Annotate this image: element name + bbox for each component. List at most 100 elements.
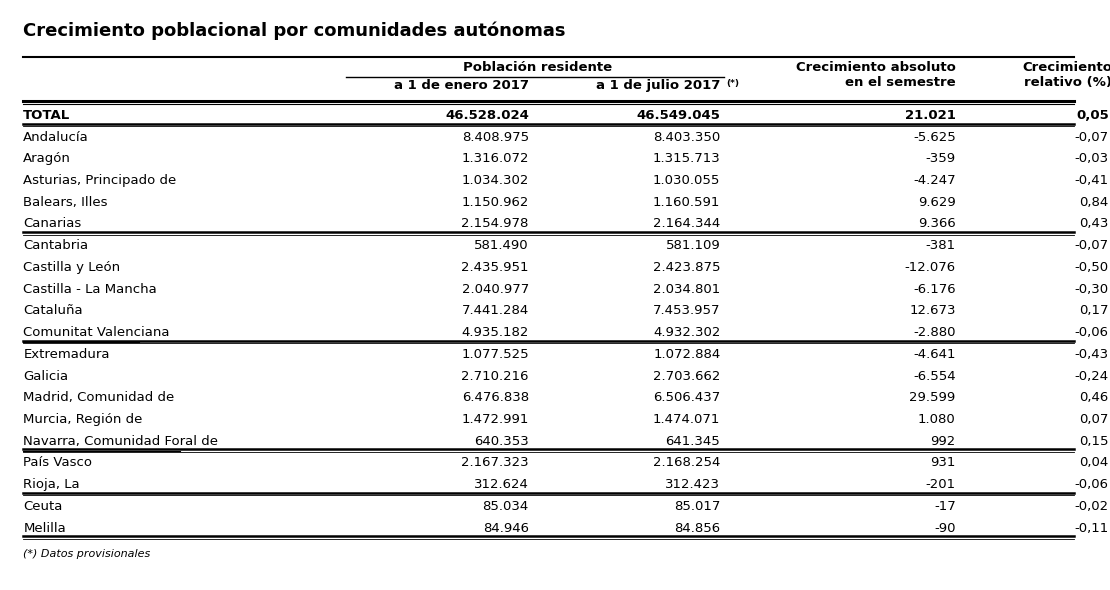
Text: 46.549.045: 46.549.045	[636, 109, 720, 122]
Text: Galicia: Galicia	[23, 369, 69, 382]
Text: 1.077.525: 1.077.525	[462, 348, 528, 361]
Text: Melilla: Melilla	[23, 522, 65, 535]
Text: 0,07: 0,07	[1079, 413, 1109, 426]
Text: 640.353: 640.353	[474, 435, 528, 448]
Text: 0,17: 0,17	[1079, 304, 1109, 317]
Text: 9.629: 9.629	[918, 196, 956, 209]
Text: -17: -17	[934, 500, 956, 513]
Text: 7.441.284: 7.441.284	[462, 304, 528, 317]
Text: -2.880: -2.880	[914, 326, 956, 339]
Text: 2.168.254: 2.168.254	[653, 457, 720, 470]
Text: a 1 de enero 2017: a 1 de enero 2017	[394, 80, 528, 93]
Text: Crecimiento absoluto
en el semestre: Crecimiento absoluto en el semestre	[796, 61, 956, 89]
Text: a 1 de julio 2017: a 1 de julio 2017	[596, 80, 720, 93]
Text: TOTAL: TOTAL	[23, 109, 71, 122]
Text: -0,07: -0,07	[1074, 239, 1109, 252]
Text: Murcia, Región de: Murcia, Región de	[23, 413, 143, 426]
Text: 29.599: 29.599	[909, 391, 956, 404]
Text: 1.072.884: 1.072.884	[653, 348, 720, 361]
Text: 2.435.951: 2.435.951	[462, 261, 528, 274]
Text: 0,15: 0,15	[1079, 435, 1109, 448]
Text: 312.624: 312.624	[474, 478, 528, 491]
Text: 1.160.591: 1.160.591	[653, 196, 720, 209]
Text: 581.490: 581.490	[474, 239, 528, 252]
Text: 2.423.875: 2.423.875	[653, 261, 720, 274]
Text: -0,50: -0,50	[1074, 261, 1109, 274]
Text: 1.315.713: 1.315.713	[653, 152, 720, 165]
Text: -0,02: -0,02	[1074, 500, 1109, 513]
Text: 2.164.344: 2.164.344	[653, 218, 720, 231]
Text: 1.150.962: 1.150.962	[462, 196, 528, 209]
Text: Castilla y León: Castilla y León	[23, 261, 120, 274]
Text: -0,11: -0,11	[1074, 522, 1109, 535]
Text: -4.641: -4.641	[914, 348, 956, 361]
Text: -0,06: -0,06	[1074, 478, 1109, 491]
Text: -381: -381	[926, 239, 956, 252]
Text: 85.017: 85.017	[674, 500, 720, 513]
Text: (*) Datos provisionales: (*) Datos provisionales	[23, 549, 151, 559]
Text: 581.109: 581.109	[666, 239, 720, 252]
Text: Balears, Illes: Balears, Illes	[23, 196, 108, 209]
Text: 0,04: 0,04	[1080, 457, 1109, 470]
Text: 8.408.975: 8.408.975	[462, 130, 528, 143]
Text: 4.935.182: 4.935.182	[462, 326, 528, 339]
Text: Madrid, Comunidad de: Madrid, Comunidad de	[23, 391, 174, 404]
Text: -0,41: -0,41	[1074, 174, 1109, 187]
Text: -0,06: -0,06	[1074, 326, 1109, 339]
Text: 46.528.024: 46.528.024	[445, 109, 528, 122]
Text: -0,24: -0,24	[1074, 369, 1109, 382]
Text: 0,46: 0,46	[1080, 391, 1109, 404]
Text: 2.154.978: 2.154.978	[462, 218, 528, 231]
Text: Castilla - La Mancha: Castilla - La Mancha	[23, 283, 157, 296]
Text: Rioja, La: Rioja, La	[23, 478, 80, 491]
Text: (*): (*)	[726, 79, 739, 88]
Text: -0,07: -0,07	[1074, 130, 1109, 143]
Text: 9.366: 9.366	[918, 218, 956, 231]
Text: 6.476.838: 6.476.838	[462, 391, 528, 404]
Text: 1.080: 1.080	[918, 413, 956, 426]
Text: 2.703.662: 2.703.662	[653, 369, 720, 382]
Text: 4.932.302: 4.932.302	[653, 326, 720, 339]
Text: -6.176: -6.176	[914, 283, 956, 296]
Text: -4.247: -4.247	[914, 174, 956, 187]
Text: -359: -359	[926, 152, 956, 165]
Text: 1.034.302: 1.034.302	[462, 174, 528, 187]
Text: Cantabria: Cantabria	[23, 239, 89, 252]
Text: -5.625: -5.625	[912, 130, 956, 143]
Text: 1.316.072: 1.316.072	[462, 152, 528, 165]
Text: 2.167.323: 2.167.323	[462, 457, 528, 470]
Text: 2.040.977: 2.040.977	[462, 283, 528, 296]
Text: -12.076: -12.076	[905, 261, 956, 274]
Text: 85.034: 85.034	[483, 500, 528, 513]
Text: -0,43: -0,43	[1074, 348, 1109, 361]
Text: 0,84: 0,84	[1080, 196, 1109, 209]
Text: Canarias: Canarias	[23, 218, 81, 231]
Text: Comunitat Valenciana: Comunitat Valenciana	[23, 326, 170, 339]
Text: 84.856: 84.856	[674, 522, 720, 535]
Text: -0,03: -0,03	[1074, 152, 1109, 165]
Text: -0,30: -0,30	[1074, 283, 1109, 296]
Text: Crecimiento poblacional por comunidades autónomas: Crecimiento poblacional por comunidades …	[23, 22, 566, 41]
Text: 931: 931	[930, 457, 956, 470]
Text: 2.034.801: 2.034.801	[653, 283, 720, 296]
Text: 12.673: 12.673	[909, 304, 956, 317]
Text: 0,43: 0,43	[1079, 218, 1109, 231]
Text: 7.453.957: 7.453.957	[653, 304, 720, 317]
Text: Andalucía: Andalucía	[23, 130, 89, 143]
Text: 312.423: 312.423	[665, 478, 720, 491]
Text: 0,05: 0,05	[1076, 109, 1109, 122]
Text: Navarra, Comunidad Foral de: Navarra, Comunidad Foral de	[23, 435, 219, 448]
Text: Extremadura: Extremadura	[23, 348, 110, 361]
Text: Aragón: Aragón	[23, 152, 71, 165]
Text: 8.403.350: 8.403.350	[653, 130, 720, 143]
Text: Crecimiento
relativo (%): Crecimiento relativo (%)	[1022, 61, 1110, 89]
Text: 1.474.071: 1.474.071	[653, 413, 720, 426]
Text: 84.946: 84.946	[483, 522, 528, 535]
Text: -6.554: -6.554	[914, 369, 956, 382]
Text: 1.030.055: 1.030.055	[653, 174, 720, 187]
Text: 2.710.216: 2.710.216	[462, 369, 528, 382]
Text: 1.472.991: 1.472.991	[462, 413, 528, 426]
Text: Asturias, Principado de: Asturias, Principado de	[23, 174, 176, 187]
Text: Cataluña: Cataluña	[23, 304, 83, 317]
Text: -90: -90	[935, 522, 956, 535]
